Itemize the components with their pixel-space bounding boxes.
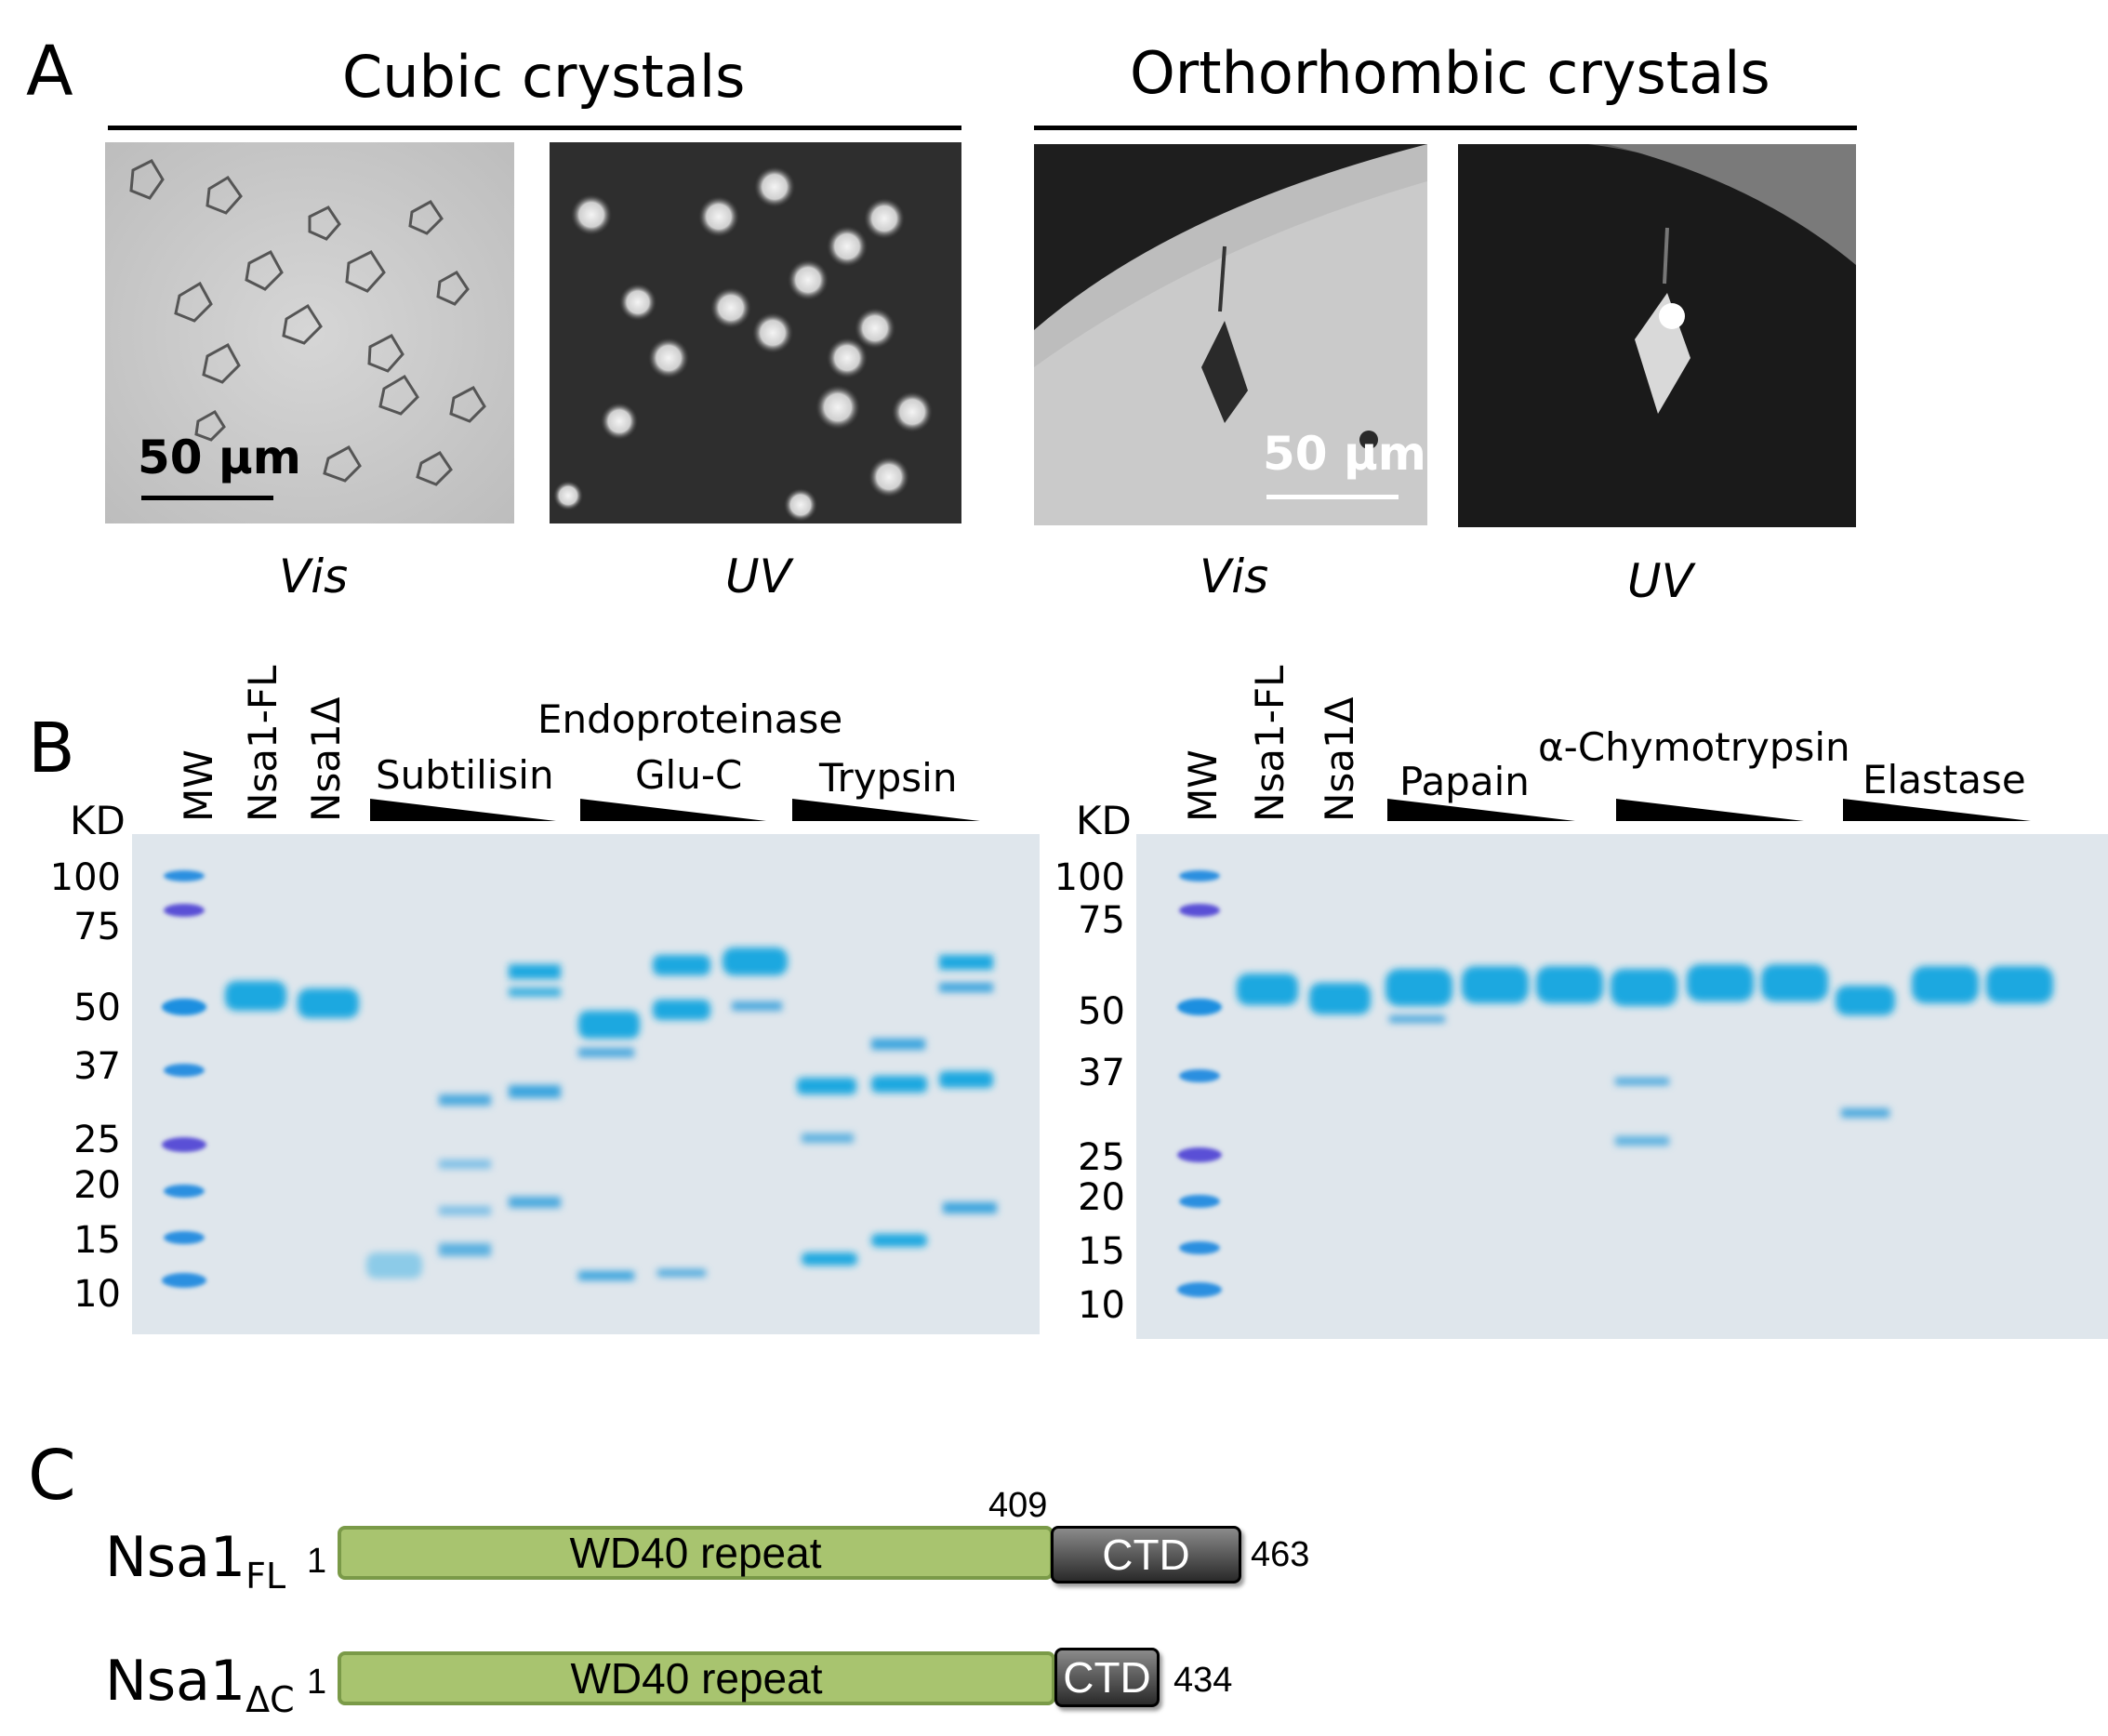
panel-a-letter: A [26,32,73,112]
panel-c-letter: C [28,1436,76,1516]
wedge-subtilisin [370,799,556,821]
left-sds-page-gel [132,834,1040,1334]
caption-uv-cubic: UV [725,550,791,603]
construct-fl-start: 1 [307,1542,327,1581]
construct-dc-name-sub: ΔC [245,1679,295,1720]
construct-fl-name-sub: FL [245,1556,286,1597]
right-gel-bands [1177,870,2053,1297]
cubic-uv-micrograph [550,142,961,523]
right-gradient-wedges [1387,799,2031,821]
wedge-papain [1387,799,1575,821]
construct-dc-start: 1 [307,1663,327,1702]
construct-dc-ctd-domain: CTD [1054,1648,1160,1707]
construct-fl-ctd-domain: CTD [1051,1526,1241,1584]
cubic-vis-image [105,142,514,523]
right-enzyme-alpha-chymotrypsin: α-Chymotrypsin [1538,724,1850,770]
wedge-glu-c [580,799,766,821]
scale-bar-orthorhombic [1266,495,1399,499]
left-enzyme-trypsin: Trypsin [819,755,958,801]
construct-fl-wd40-domain: WD40 repeat [338,1526,1054,1580]
left-enzyme-subtilisin: Subtilisin [376,752,554,798]
right-mw-25: 25 [1078,1136,1125,1179]
right-gel-unit: KD [1076,798,1132,843]
orthorhombic-title-underline [1034,126,1857,130]
construct-fl-ctd-label: CTD [1102,1531,1190,1579]
endoproteinase-header: Endoproteinase [537,696,843,742]
construct-fl-name: Nsa1FL [105,1530,285,1594]
left-mw-50: 50 [73,987,121,1029]
construct-dc-ctd-label: CTD [1063,1653,1151,1702]
cubic-vis-micrograph [105,142,514,523]
left-mw-15: 15 [73,1219,121,1262]
right-enzyme-papain: Papain [1399,759,1530,804]
wedge-elastase [1843,799,2031,821]
caption-vis-orthorhombic: Vis [1200,550,1269,603]
construct-dc-end: 434 [1173,1661,1233,1700]
scale-bar-label-orthorhombic: 50 µm [1263,427,1426,481]
caption-uv-orthorhombic: UV [1627,554,1693,608]
right-sds-page-gel [1136,834,2108,1339]
left-mw-10: 10 [73,1273,121,1316]
right-lane-label-nsa1-delta: Nsa1Δ [1317,696,1362,823]
left-mw-100: 100 [49,856,121,899]
wedge-trypsin [792,799,980,821]
construct-fl-wd40-label: WD40 repeat [569,1529,822,1577]
left-gel-unit: KD [70,798,126,843]
left-mw-75: 75 [73,906,121,948]
construct-dc-name: Nsa1ΔC [105,1653,295,1717]
right-mw-50: 50 [1078,990,1125,1033]
scale-bar-label-cubic: 50 µm [138,431,301,484]
caption-vis-cubic: Vis [279,550,349,603]
orthorhombic-vis-image [1034,144,1427,525]
construct-fl-boundary: 409 [988,1486,1048,1525]
orthorhombic-vis-micrograph [1034,144,1427,525]
construct-fl-end: 463 [1251,1535,1310,1574]
left-enzyme-glu-c: Glu-C [635,752,743,798]
right-mw-15: 15 [1078,1230,1125,1273]
scale-bar-cubic [141,496,273,500]
right-lane-label-mw: MW [1180,749,1226,822]
left-lane-label-nsa1-fl: Nsa1-FL [240,665,285,822]
cubic-uv-image [550,142,961,523]
left-gel-bands [162,870,997,1288]
left-mw-37: 37 [73,1045,121,1088]
left-lane-label-mw: MW [176,749,221,822]
right-lane-label-nsa1-fl: Nsa1-FL [1247,665,1293,822]
left-lane-label-nsa1-delta: Nsa1Δ [303,696,349,823]
left-mw-25: 25 [73,1119,121,1161]
construct-fl-name-main: Nsa1 [105,1525,246,1590]
construct-dc-name-main: Nsa1 [105,1649,246,1714]
wedge-alpha-chymotrypsin [1616,799,1804,821]
right-mw-75: 75 [1078,899,1125,942]
orthorhombic-uv-micrograph [1458,144,1856,527]
right-mw-37: 37 [1078,1052,1125,1094]
left-mw-20: 20 [73,1164,121,1207]
left-gradient-wedges [370,799,980,821]
right-mw-100: 100 [1054,856,1125,899]
construct-dc-wd40-label: WD40 repeat [570,1654,823,1703]
cubic-title-underline [108,126,961,130]
right-mw-20: 20 [1078,1176,1125,1219]
cubic-crystals-title: Cubic crystals [342,43,746,111]
right-mw-10: 10 [1078,1284,1125,1327]
right-enzyme-elastase: Elastase [1863,757,2026,802]
construct-dc-wd40-domain: WD40 repeat [338,1651,1055,1705]
panel-b-letter: B [28,709,75,788]
orthorhombic-uv-image [1458,144,1856,527]
orthorhombic-crystals-title: Orthorhombic crystals [1130,39,1770,107]
